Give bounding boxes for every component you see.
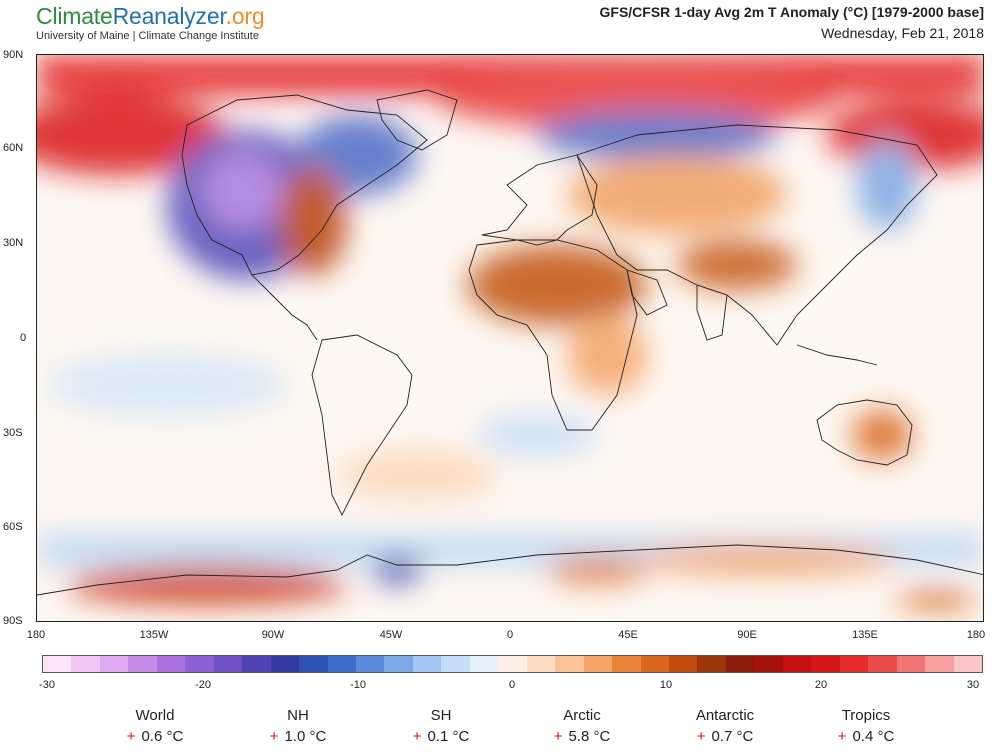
colorbar-segment bbox=[384, 656, 413, 672]
lat-label-30s: 30S bbox=[3, 427, 23, 439]
colorbar-label-neg10: -10 bbox=[350, 679, 366, 691]
lon-label-180w: 180 bbox=[26, 629, 46, 641]
lat-label-90s: 90S bbox=[3, 615, 23, 627]
stat-world-value: 0.6 °C bbox=[141, 728, 184, 745]
stat-world: World +0.6 °C bbox=[95, 707, 215, 745]
colorbar-segment bbox=[213, 656, 243, 672]
colorbar-segment bbox=[242, 656, 271, 672]
title-block: GFS/CFSR 1-day Avg 2m T Anomaly (°C) [19… bbox=[600, 4, 985, 41]
brand-part-org: .org bbox=[225, 3, 265, 29]
colorbar-segment bbox=[896, 656, 926, 672]
lon-label-90e: 90E bbox=[737, 629, 757, 641]
stat-antarctic: Antarctic +0.7 °C bbox=[665, 707, 785, 745]
colorbar-segment bbox=[640, 656, 669, 672]
anomaly-map-canvas bbox=[37, 55, 983, 621]
lat-label-30n: 30N bbox=[3, 237, 24, 249]
lon-label-135e: 135E bbox=[852, 629, 878, 641]
colorbar-segment bbox=[185, 656, 214, 672]
colorbar-segment bbox=[71, 656, 100, 672]
coastlines bbox=[37, 89, 983, 596]
colorbar-segment bbox=[811, 656, 840, 672]
plus-icon: + bbox=[553, 728, 563, 745]
colorbar-segment bbox=[270, 656, 300, 672]
colorbar-segment bbox=[526, 656, 556, 672]
colorbar-label-20: 20 bbox=[814, 679, 828, 691]
lon-label-45w: 45W bbox=[379, 629, 403, 641]
colorbar-segment bbox=[839, 656, 869, 672]
stat-nh-value: 1.0 °C bbox=[284, 728, 327, 745]
colorbar-segment bbox=[953, 656, 982, 672]
stat-arctic: Arctic +5.8 °C bbox=[522, 707, 642, 745]
lat-label-60n: 60N bbox=[3, 142, 24, 154]
stat-sh-name: SH bbox=[430, 707, 452, 724]
plus-icon: + bbox=[837, 728, 847, 745]
anomaly-map[interactable] bbox=[36, 54, 984, 622]
colorbar-label-30: 30 bbox=[966, 679, 980, 691]
stat-nh-name: NH bbox=[287, 707, 309, 724]
stat-sh-value: 0.1 °C bbox=[427, 728, 470, 745]
stat-arctic-name: Arctic bbox=[563, 707, 601, 724]
stat-nh: NH +1.0 °C bbox=[238, 707, 358, 745]
colorbar-segment bbox=[668, 656, 698, 672]
colorbar-label-neg30: -30 bbox=[39, 679, 55, 691]
lon-label-0: 0 bbox=[506, 629, 514, 641]
colorbar-segment bbox=[697, 656, 726, 672]
colorbar-segment bbox=[327, 656, 356, 672]
colorbar-label-0: 0 bbox=[508, 679, 516, 691]
stat-tropics-value: 0.4 °C bbox=[852, 728, 895, 745]
colorbar-segment bbox=[925, 656, 954, 672]
colorbar-segment bbox=[782, 656, 812, 672]
colorbar-segment bbox=[43, 656, 72, 672]
lon-label-135w: 135W bbox=[139, 629, 169, 641]
colorbar-segment bbox=[868, 656, 897, 672]
stat-sh-value-row: +0.1 °C bbox=[381, 728, 501, 745]
stat-arctic-value-row: +5.8 °C bbox=[522, 728, 642, 745]
lat-label-90n: 90N bbox=[3, 49, 24, 61]
map-date: Wednesday, Feb 21, 2018 bbox=[821, 25, 984, 41]
stat-arctic-value: 5.8 °C bbox=[568, 728, 611, 745]
colorbar-label-10: 10 bbox=[659, 679, 673, 691]
stat-antarctic-value-row: +0.7 °C bbox=[665, 728, 785, 745]
colorbar-segment bbox=[583, 656, 613, 672]
colorbar-segment bbox=[555, 656, 584, 672]
stat-world-name: World bbox=[135, 707, 175, 724]
brand-name: ClimateReanalyzer.org bbox=[36, 2, 265, 30]
brand-part-reanalyzer: Reanalyzer bbox=[112, 3, 226, 29]
stat-antarctic-value: 0.7 °C bbox=[711, 728, 754, 745]
plus-icon: + bbox=[412, 728, 422, 745]
colorbar-segment bbox=[355, 656, 385, 672]
colorbar-label-neg20: -20 bbox=[195, 679, 211, 691]
colorbar-segment bbox=[469, 656, 499, 672]
lat-label-0: 0 bbox=[20, 332, 27, 344]
colorbar-segment bbox=[441, 656, 470, 672]
map-title: GFS/CFSR 1-day Avg 2m T Anomaly (°C) [19… bbox=[599, 4, 985, 20]
lat-label-60s: 60S bbox=[3, 521, 23, 533]
lon-label-180e: 180 bbox=[966, 629, 986, 641]
lon-label-45e: 45E bbox=[618, 629, 638, 641]
colorbar-segment bbox=[412, 656, 442, 672]
brand-logo[interactable]: ClimateReanalyzer.org University of Main… bbox=[36, 2, 265, 42]
lon-label-90w: 90W bbox=[261, 629, 285, 641]
colorbar-segment bbox=[725, 656, 755, 672]
stat-tropics-value-row: +0.4 °C bbox=[806, 728, 926, 745]
colorbar-segment bbox=[99, 656, 129, 672]
plus-icon: + bbox=[696, 728, 706, 745]
stat-world-value-row: +0.6 °C bbox=[95, 728, 215, 745]
stat-nh-value-row: +1.0 °C bbox=[238, 728, 358, 745]
colorbar bbox=[42, 655, 983, 673]
plus-icon: + bbox=[126, 728, 136, 745]
colorbar-segment bbox=[128, 656, 157, 672]
colorbar-segment bbox=[754, 656, 783, 672]
stat-tropics: Tropics +0.4 °C bbox=[806, 707, 926, 745]
brand-part-climate: Climate bbox=[36, 3, 113, 29]
stat-sh: SH +0.1 °C bbox=[381, 707, 501, 745]
stat-antarctic-name: Antarctic bbox=[695, 707, 755, 724]
colorbar-segment bbox=[498, 656, 527, 672]
plus-icon: + bbox=[269, 728, 279, 745]
brand-subtitle: University of Maine | Climate Change Ins… bbox=[36, 30, 259, 42]
colorbar-segment bbox=[612, 656, 641, 672]
colorbar-segment bbox=[299, 656, 328, 672]
colorbar-segment bbox=[156, 656, 186, 672]
stat-tropics-name: Tropics bbox=[841, 707, 891, 724]
